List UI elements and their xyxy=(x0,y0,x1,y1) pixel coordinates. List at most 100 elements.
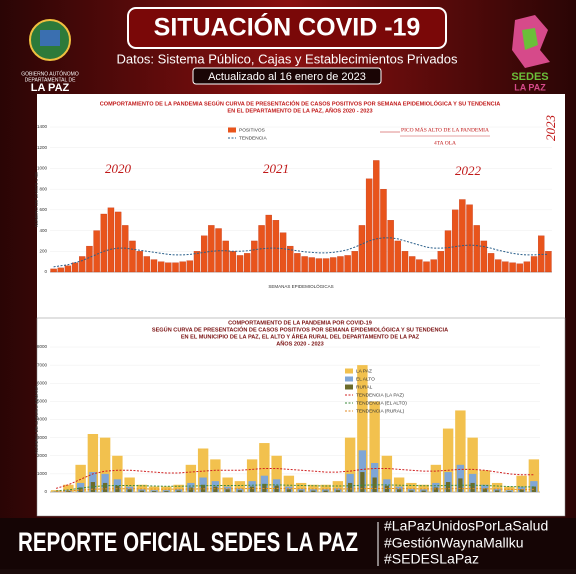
bar xyxy=(438,251,444,272)
bar xyxy=(72,263,78,272)
bar xyxy=(474,225,480,272)
bar xyxy=(395,241,401,272)
bar xyxy=(213,487,217,492)
bar xyxy=(250,487,254,492)
chart-title: AÑOS 2020 - 2023 xyxy=(276,340,324,347)
bar xyxy=(466,205,472,272)
y-tick-label: 1200 xyxy=(37,145,48,150)
bar xyxy=(79,256,85,272)
hashtag: #GestiónWaynaMallku xyxy=(384,535,524,551)
hashtag: #LaPazUnidosPorLaSalud xyxy=(384,518,548,534)
bar xyxy=(144,256,150,272)
legend-label: LA PAZ xyxy=(356,368,372,374)
bar xyxy=(127,489,131,492)
bar xyxy=(208,225,214,272)
bar xyxy=(311,491,315,492)
chart-title: EN EL DEPARTAMENTO DE LA PAZ, AÑOS 2020 … xyxy=(227,107,372,114)
bar xyxy=(495,260,501,272)
bar xyxy=(172,263,178,272)
bar xyxy=(373,160,379,272)
legend-label: TENDENCIA (EL ALTO) xyxy=(356,400,407,406)
bar xyxy=(137,251,143,272)
bar xyxy=(348,483,352,492)
y-tick-label: 600 xyxy=(39,207,47,212)
bar xyxy=(416,260,422,272)
bar xyxy=(287,489,291,492)
bar xyxy=(336,490,340,492)
bar xyxy=(302,256,308,272)
y-tick-label: 2000 xyxy=(37,453,48,458)
bar xyxy=(152,491,156,492)
bar xyxy=(524,262,530,272)
bar xyxy=(223,241,229,272)
bar xyxy=(225,489,229,492)
chart-title: SEGÚN CURVA DE PRESENTACIÓN DE CASOS POS… xyxy=(152,325,448,333)
bar xyxy=(380,189,386,272)
bar xyxy=(431,260,437,272)
update-date: Actualizado al 16 enero de 2023 xyxy=(208,71,366,83)
y-tick-label: 7000 xyxy=(37,362,48,367)
y-tick-label: 4000 xyxy=(37,417,48,422)
legend-label: TENDENCIA (LA PAZ) xyxy=(356,392,404,398)
year-label: 2020 xyxy=(105,161,132,176)
legend-label: TENDENCIA xyxy=(239,135,268,141)
year-label: 2023 xyxy=(543,115,558,142)
bar xyxy=(470,483,474,492)
bar xyxy=(101,214,107,272)
bar xyxy=(215,229,221,273)
bar xyxy=(230,251,236,272)
bar xyxy=(316,259,322,272)
bar xyxy=(481,241,487,272)
y-tick-label: 3000 xyxy=(37,435,48,440)
bar xyxy=(510,263,516,272)
x-axis-label: SEMANAS EPIDEMIOLÓGICAS xyxy=(268,283,333,289)
bar xyxy=(151,260,157,272)
bar xyxy=(280,233,286,272)
bar xyxy=(176,491,180,492)
bar xyxy=(345,255,351,272)
bar xyxy=(294,253,300,272)
bar xyxy=(517,264,523,272)
legend-swatch xyxy=(228,128,236,133)
subtitle: Datos: Sistema Público, Cajas y Establec… xyxy=(116,51,458,66)
bar xyxy=(158,262,164,272)
bar xyxy=(359,225,365,272)
bar xyxy=(65,266,71,272)
bar xyxy=(299,490,303,492)
y-tick-label: 6000 xyxy=(37,380,48,385)
bar xyxy=(366,179,372,272)
logo-text: LA PAZ xyxy=(514,82,546,92)
bar xyxy=(421,491,425,492)
footer-title: REPORTE OFICIAL SEDES LA PAZ xyxy=(18,527,358,557)
y-tick-label: 8000 xyxy=(37,344,48,349)
bar xyxy=(266,215,272,272)
bar xyxy=(507,491,511,492)
annotation: 4TA OLA xyxy=(434,140,456,146)
y-tick-label: 400 xyxy=(39,228,47,233)
bar xyxy=(244,253,250,272)
bar xyxy=(86,246,92,272)
logo-text: SEDES xyxy=(511,71,548,83)
bar xyxy=(140,491,144,492)
legend-label: TENDENCIA (RURAL) xyxy=(356,408,405,414)
y-tick-label: 1000 xyxy=(37,166,48,171)
hashtag: #SEDESLaPaz xyxy=(384,551,479,567)
bar xyxy=(187,261,193,272)
bar xyxy=(108,208,114,272)
legend-swatch xyxy=(345,369,353,374)
bar xyxy=(323,259,329,272)
bar xyxy=(103,483,107,492)
bar xyxy=(495,490,499,492)
year-label: 2022 xyxy=(455,163,482,178)
bar xyxy=(388,220,394,272)
bar xyxy=(502,262,508,272)
bar xyxy=(452,210,458,272)
bar xyxy=(397,489,401,492)
legend-label: POSITIVOS xyxy=(239,127,265,133)
bar xyxy=(251,241,257,272)
bar xyxy=(531,256,537,272)
bar xyxy=(201,236,207,272)
main-title: SITUACIÓN COVID -19 xyxy=(154,12,421,42)
bar xyxy=(238,490,242,492)
